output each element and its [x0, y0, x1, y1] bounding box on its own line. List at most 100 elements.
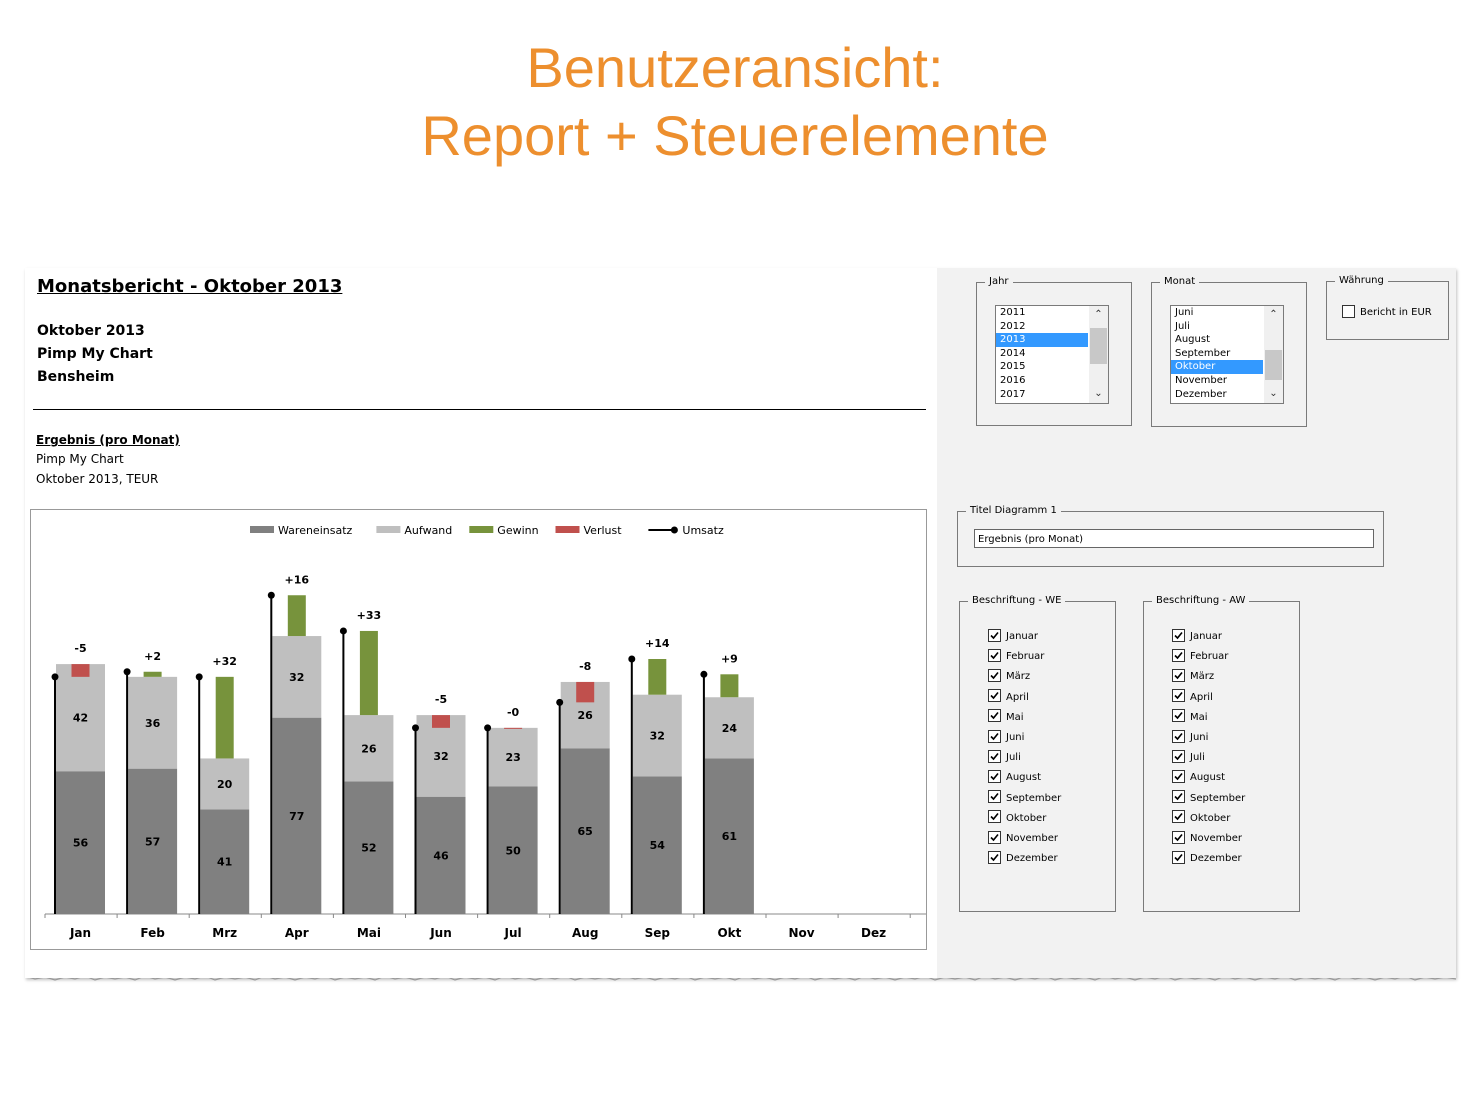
checkbox-icon[interactable] [1172, 810, 1185, 824]
monat-listbox[interactable]: Juni Juli August September Oktober November De… [1170, 305, 1284, 404]
checkbox-beschriftung_we-9[interactable]: Oktober [988, 810, 1047, 827]
monat-scrollbar[interactable]: ⌃ ⌄ [1264, 306, 1283, 403]
checkbox-icon[interactable] [1172, 790, 1185, 804]
monat-option[interactable]: November [1175, 374, 1228, 386]
jahr-option[interactable]: 2014 [1000, 347, 1026, 359]
checkbox-label: Februar [1006, 651, 1045, 663]
jahr-listbox[interactable]: 2011 2012 2013 2014 2015 2016 2017 ⌃ ⌄ [995, 305, 1109, 404]
checkbox-icon[interactable] [988, 648, 1001, 662]
bar-label-wareneinsatz: 61 [722, 830, 737, 843]
checkbox-icon[interactable] [1172, 709, 1185, 723]
checkbox-icon[interactable] [1172, 830, 1185, 844]
checkbox-icon[interactable] [1172, 628, 1185, 642]
jahr-option[interactable]: 2017 [1000, 388, 1026, 400]
x-tick-label: Jun [429, 926, 452, 940]
checkbox-beschriftung_we-8[interactable]: September [988, 790, 1061, 807]
monat-option[interactable]: September [1175, 347, 1231, 359]
legend-umsatz-dot [670, 526, 678, 534]
monat-option[interactable]: August [1175, 334, 1210, 346]
checkbox-beschriftung_aw-10[interactable]: November [1172, 830, 1242, 847]
checkbox-icon[interactable] [1172, 749, 1185, 763]
titel-input[interactable]: Ergebnis (pro Monat) [974, 529, 1374, 548]
checkbox-icon[interactable] [988, 850, 1001, 864]
x-tick-label: Apr [285, 926, 309, 940]
checkbox-beschriftung_we-0[interactable]: Januar [988, 628, 1038, 645]
checkbox-beschriftung_aw-7[interactable]: August [1172, 769, 1225, 786]
checkbox-icon[interactable] [1172, 850, 1185, 864]
checkbox-beschriftung_we-6[interactable]: Juli [988, 749, 1021, 766]
checkbox-beschriftung_we-11[interactable]: Dezember [988, 850, 1058, 867]
bar-gewinn [143, 671, 162, 677]
checkbox-icon[interactable] [1172, 769, 1185, 783]
checkbox-label: Oktober [1006, 812, 1047, 824]
divider [33, 409, 926, 410]
checkbox-beschriftung_we-1[interactable]: Februar [988, 648, 1045, 665]
checkbox-beschriftung_we-3[interactable]: April [988, 689, 1029, 706]
checkbox-beschriftung_aw-8[interactable]: September [1172, 790, 1245, 807]
jahr-scrollbar[interactable]: ⌃ ⌄ [1089, 306, 1108, 403]
bar-label-wareneinsatz: 56 [73, 837, 89, 850]
monat-option[interactable]: Juli [1175, 320, 1190, 332]
checkbox-icon[interactable] [988, 709, 1001, 723]
monat-option[interactable]: Dezember [1175, 388, 1227, 400]
checkbox-icon[interactable] [988, 810, 1001, 824]
checkbox-icon[interactable] [988, 628, 1001, 642]
checkbox-beschriftung_we-7[interactable]: August [988, 769, 1041, 786]
bar-aufwand [632, 694, 682, 777]
checkbox-beschriftung_aw-4[interactable]: Mai [1172, 709, 1208, 726]
checkbox-beschriftung_aw-5[interactable]: Juni [1172, 729, 1208, 746]
checkbox-beschriftung_aw-11[interactable]: Dezember [1172, 850, 1242, 867]
scroll-up-icon[interactable]: ⌃ [1094, 309, 1103, 320]
scroll-down-icon[interactable]: ⌄ [1269, 388, 1278, 399]
bar-aufwand [416, 715, 466, 797]
jahr-option[interactable]: 2013 [996, 333, 1088, 347]
jahr-option[interactable]: 2012 [1000, 320, 1026, 332]
jahr-option[interactable]: 2016 [1000, 374, 1026, 386]
checkbox-icon[interactable] [988, 749, 1001, 763]
checkbox-icon[interactable] [1172, 668, 1185, 682]
checkbox-icon[interactable] [1172, 689, 1185, 703]
checkbox-beschriftung_we-4[interactable]: Mai [988, 709, 1024, 726]
checkbox-beschriftung_aw-6[interactable]: Juli [1172, 749, 1205, 766]
checkbox-beschriftung_aw-1[interactable]: Februar [1172, 648, 1228, 665]
checkbox-icon[interactable] [1172, 648, 1185, 662]
slide-title-line2: Report + Steuerelemente [421, 104, 1049, 167]
chart-subtitle-period: Oktober 2013, TEUR [36, 472, 159, 486]
chart-svg: Wareneinsatz Aufwand Gewinn Verlust Umsatz Ja… [44, 524, 929, 940]
jahr-label: Jahr [985, 275, 1013, 289]
checkbox-icon[interactable] [1172, 729, 1185, 743]
chart[interactable]: Wareneinsatz Aufwand Gewinn Verlust Umsatz Ja… [30, 509, 929, 950]
scroll-down-icon[interactable]: ⌄ [1094, 388, 1103, 399]
bar-wareneinsatz [560, 748, 610, 914]
scroll-up-icon[interactable]: ⌃ [1269, 309, 1278, 320]
checkbox-label: Januar [1006, 631, 1038, 642]
monat-option[interactable]: Oktober [1171, 360, 1263, 374]
bar-wareneinsatz [344, 781, 394, 914]
checkbox-beschriftung_we-2[interactable]: März [988, 668, 1030, 685]
jahr-option[interactable]: 2011 [1000, 307, 1026, 318]
bar-wareneinsatz [416, 796, 466, 914]
checkbox-icon[interactable] [988, 790, 1001, 804]
checkbox-beschriftung_we-5[interactable]: Juni [988, 729, 1024, 746]
waehrung-label: Währung [1335, 274, 1388, 288]
checkbox-beschriftung_aw-3[interactable]: April [1172, 689, 1213, 706]
checkbox-label: Dezember [1190, 853, 1242, 865]
eur-checkbox-row[interactable]: Bericht in EUR [1342, 304, 1432, 321]
scroll-thumb[interactable] [1090, 328, 1107, 364]
bar-gewinn [648, 659, 667, 695]
checkbox-beschriftung_aw-9[interactable]: Oktober [1172, 810, 1230, 827]
jahr-option[interactable]: 2015 [1000, 361, 1026, 373]
bar-label-wareneinsatz: 77 [289, 810, 304, 823]
checkbox-icon[interactable] [988, 689, 1001, 703]
checkbox-icon[interactable] [988, 729, 1001, 743]
scroll-thumb[interactable] [1265, 350, 1282, 380]
checkbox-icon[interactable] [988, 830, 1001, 844]
monat-option[interactable]: Juni [1175, 307, 1194, 318]
checkbox-icon[interactable] [988, 769, 1001, 783]
checkbox-icon[interactable] [988, 668, 1001, 682]
eur-checkbox[interactable] [1342, 304, 1355, 318]
checkbox-beschriftung_we-10[interactable]: November [988, 830, 1058, 847]
umsatz-dot [484, 724, 492, 732]
checkbox-beschriftung_aw-2[interactable]: März [1172, 668, 1214, 685]
checkbox-beschriftung_aw-0[interactable]: Januar [1172, 628, 1222, 645]
